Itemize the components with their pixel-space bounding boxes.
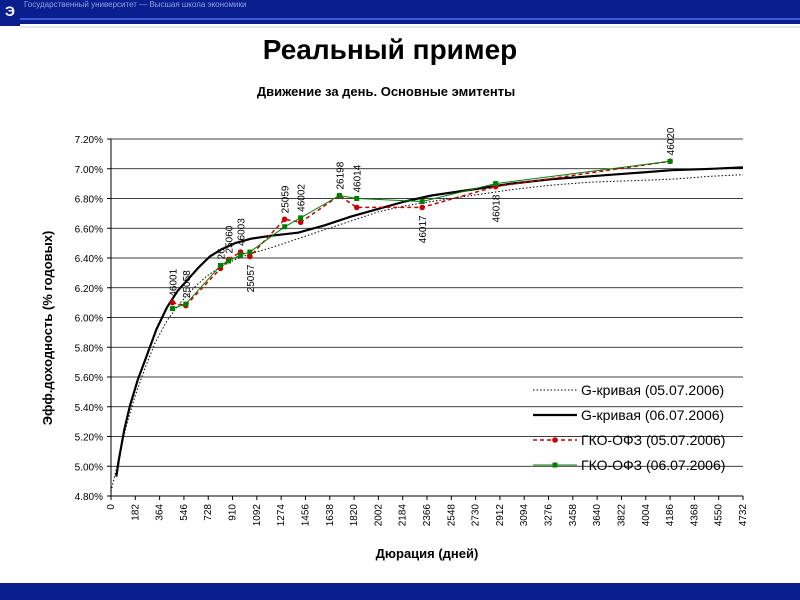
y-tick-label: 5.00%	[75, 462, 103, 473]
university-logo: Э	[0, 0, 20, 26]
x-tick-label: 3458	[568, 504, 579, 527]
data-point	[282, 224, 288, 230]
x-tick-label: 4368	[689, 504, 700, 527]
data-label: 46020	[666, 127, 677, 155]
x-tick-label: 0	[106, 504, 117, 510]
y-tick-label: 6.40%	[75, 254, 103, 265]
x-tick-label: 2366	[422, 504, 433, 527]
x-tick-label: 728	[203, 504, 214, 521]
x-tick-label: 3822	[616, 504, 627, 527]
header-bar: Э Государственный университет — Высшая ш…	[0, 0, 800, 26]
data-label: 25060	[225, 225, 236, 253]
header-stripe	[20, 18, 800, 20]
data-point	[354, 196, 360, 201]
x-axis-label: Дюрация (дней)	[376, 546, 479, 561]
x-tick-label: 2730	[471, 504, 482, 527]
x-tick-label: 546	[179, 504, 190, 521]
x-tick-label: 4004	[641, 504, 652, 527]
chart-title: Движение за день. Основные эмитенты	[257, 84, 515, 99]
y-tick-label: 6.60%	[75, 224, 103, 235]
x-tick-label: 3640	[592, 504, 603, 527]
legend-label: G-кривая (05.07.2006)	[581, 382, 724, 398]
x-tick-label: 2912	[495, 504, 506, 527]
data-label: 46018	[492, 194, 503, 222]
header-divider	[20, 26, 800, 28]
x-tick-label: 3094	[519, 504, 530, 527]
x-tick-label: 182	[130, 504, 141, 521]
x-tick-label: 1274	[276, 504, 287, 527]
data-point	[419, 204, 425, 211]
data-point	[183, 301, 189, 307]
page-title: Реальный пример	[262, 34, 518, 65]
legend-marker	[552, 462, 558, 468]
data-label: 46014	[353, 164, 364, 192]
data-point	[247, 249, 253, 255]
series-layer	[110, 158, 744, 492]
data-label: 26	[217, 248, 228, 260]
y-tick-label: 5.80%	[75, 343, 103, 354]
y-tick-label: 5.60%	[75, 373, 103, 384]
legend-marker	[552, 437, 558, 443]
data-label: 26198	[335, 161, 346, 189]
y-tick-label: 5.40%	[75, 403, 103, 414]
data-point	[218, 262, 224, 268]
x-tick-label: 910	[228, 504, 239, 521]
series-line-2	[115, 166, 744, 477]
data-label: 46017	[418, 215, 429, 243]
header-text: Государственный университет — Высшая шко…	[24, 0, 247, 9]
x-tick-label: 4550	[714, 504, 725, 527]
data-point	[297, 219, 304, 226]
x-tick-label: 364	[155, 504, 166, 521]
data-point	[169, 299, 176, 306]
legend: G-кривая (05.07.2006) G-кривая (06.07.200…	[533, 382, 725, 473]
y-tick-label: 6.80%	[75, 195, 103, 206]
data-point	[281, 216, 288, 223]
data-point	[238, 252, 244, 258]
data-point	[419, 198, 425, 204]
y-tick-label: 5.20%	[75, 433, 103, 444]
data-label: 25057	[246, 264, 257, 292]
x-tick-label: 1820	[349, 504, 360, 527]
plot-area: 4.80% 5.00% 5.20% 5.40% 5.60% 5.80% 6.00% 6.20%…	[75, 135, 749, 526]
y-tick-label: 7.00%	[75, 165, 103, 176]
data-point	[353, 204, 360, 211]
data-point	[247, 253, 253, 260]
footer-text: Кафедра управления рисками и страхования	[219, 583, 581, 594]
data-label: 46002	[297, 184, 308, 212]
data-point	[169, 306, 175, 312]
x-tick-label: 4186	[665, 504, 676, 527]
x-tick-label: 1092	[252, 504, 263, 527]
y-tick-label: 6.20%	[75, 284, 103, 295]
data-label: 46003	[237, 218, 248, 246]
x-tick-label: 4732	[738, 504, 749, 527]
x-tick-label: 2002	[373, 504, 384, 527]
data-point	[493, 181, 499, 187]
y-tick-label: 6.00%	[75, 314, 103, 325]
data-label: 25059	[281, 185, 292, 213]
y-axis-label: Эфф.доходность (% годовых)	[40, 231, 55, 426]
data-point	[336, 193, 342, 199]
x-tick-label: 3276	[544, 504, 555, 527]
y-tick-label: 4.80%	[75, 492, 103, 503]
x-tick-label: 1638	[325, 504, 336, 527]
y-tick-label: 7.20%	[75, 135, 103, 146]
series-line-1	[110, 174, 744, 492]
data-label: 25058	[182, 270, 193, 298]
data-point	[226, 258, 232, 264]
x-tick-label: 2184	[398, 504, 409, 527]
data-label: 46001	[168, 268, 179, 296]
data-point	[298, 215, 304, 221]
legend-label: ГКО-ОФЗ (06.07.2006)	[581, 457, 725, 473]
legend-label: G-кривая (06.07.2006)	[581, 407, 724, 423]
footer-bar: Кафедра управления рисками и страхования	[0, 583, 800, 600]
data-point	[667, 158, 673, 164]
legend-label: ГКО-ОФЗ (05.07.2006)	[581, 432, 725, 448]
x-tick-label: 1456	[300, 504, 311, 527]
x-tick-label: 2548	[446, 504, 457, 527]
